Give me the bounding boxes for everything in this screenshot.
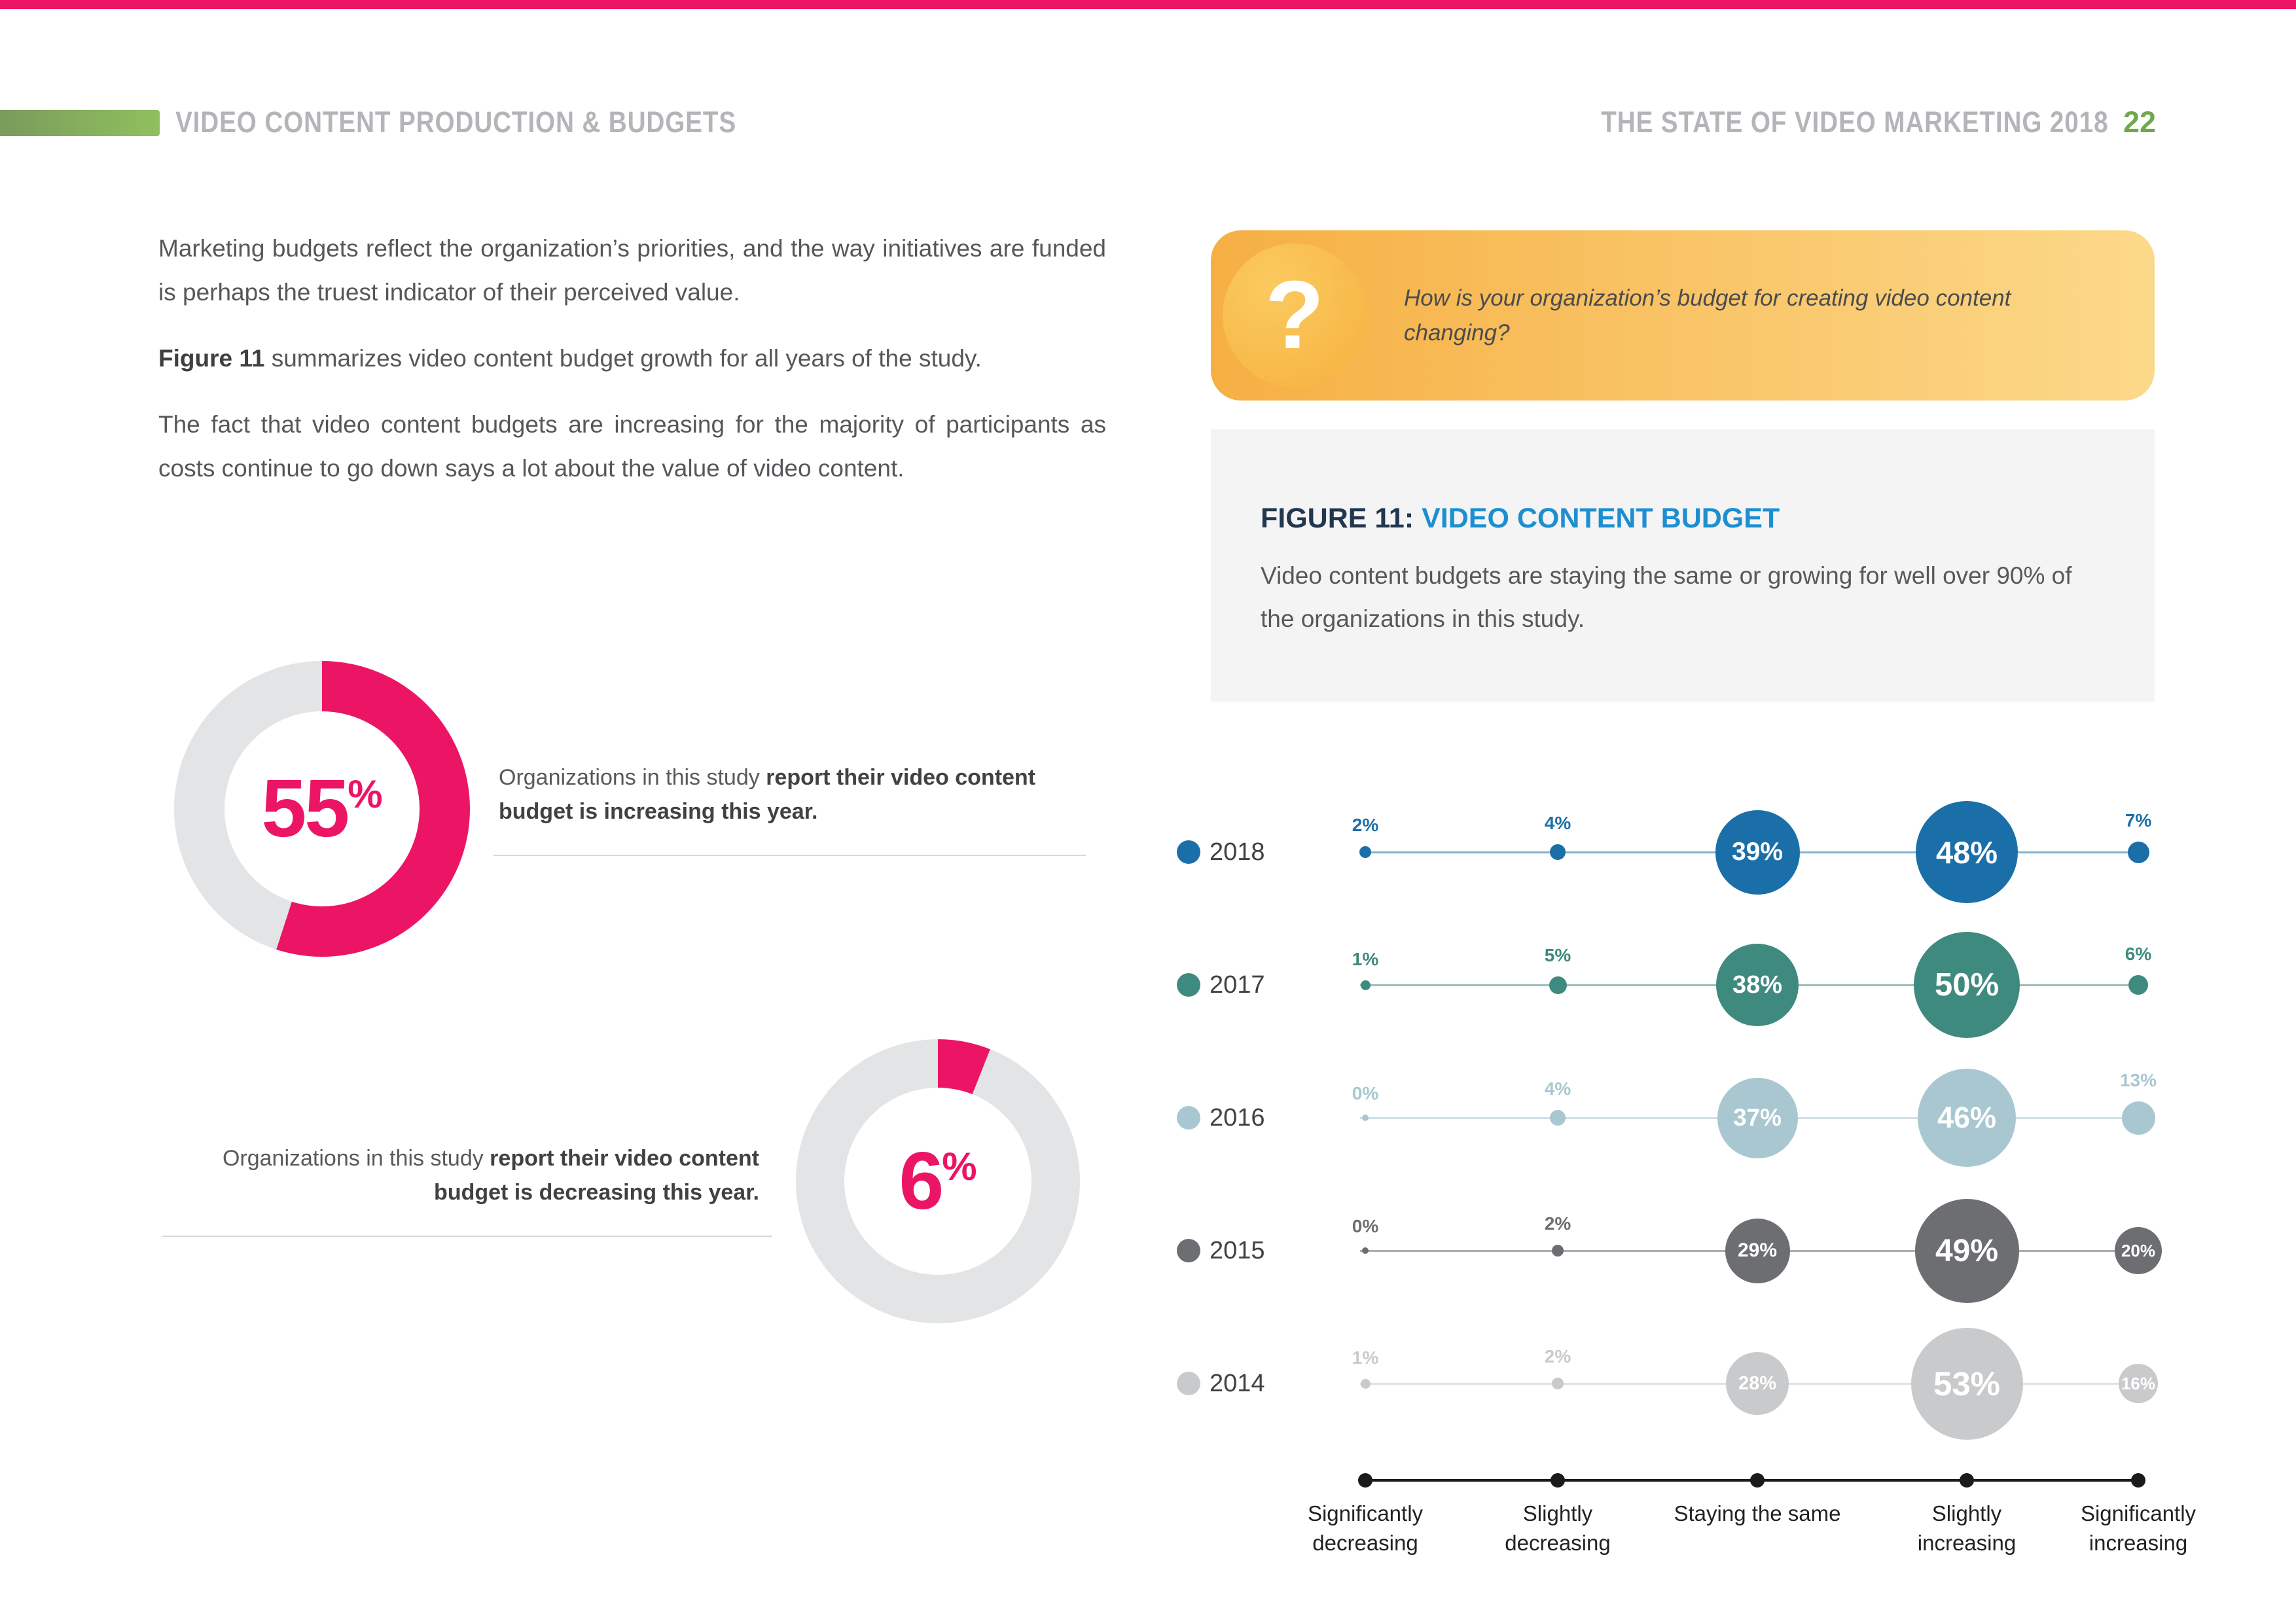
chart-legend-dot — [1177, 1106, 1200, 1130]
chart-bubble — [1362, 1247, 1369, 1254]
chart-bubble — [2121, 1101, 2155, 1135]
donut-chart-decreasing: 6 % — [796, 1039, 1080, 1323]
chart-bubble: 37% — [1717, 1077, 1798, 1158]
donut-increasing-number: 55 — [261, 764, 350, 854]
donut-hole: 55 % — [224, 711, 420, 906]
chart-axis-label: Staying the same — [1674, 1501, 1841, 1525]
donut-decreasing-number: 6 — [899, 1136, 944, 1226]
chart-bubble — [1552, 1245, 1564, 1257]
intro-paragraph-3: The fact that video content budgets are … — [158, 411, 1106, 482]
chart-axis-dot — [1358, 1473, 1372, 1488]
chart-bubble-value: 2% — [1544, 1213, 1571, 1234]
chart-year-label: 2014 — [1210, 1370, 1265, 1397]
chart-year-label: 2015 — [1210, 1237, 1265, 1264]
chart-bubble-value: 6% — [2125, 944, 2152, 964]
chart-bubble: 39% — [1715, 810, 1800, 895]
figure-label: FIGURE 11: — [1261, 503, 1414, 534]
chart-bubble: 28% — [1726, 1352, 1789, 1415]
chart-bubble — [1549, 976, 1567, 994]
chart-bubble — [2128, 975, 2148, 995]
chart-year-label: 2017 — [1210, 971, 1265, 999]
figure-box: FIGURE 11: VIDEO CONTENT BUDGET Video co… — [1211, 429, 2155, 702]
chart-bubble-value: 0% — [1352, 1083, 1379, 1103]
chart-bubble-value: 4% — [1544, 813, 1571, 833]
caption-decreasing-lead: Organizations in this study — [222, 1146, 490, 1171]
chart-axis-dot — [1551, 1473, 1565, 1488]
percent-sign: % — [942, 1145, 977, 1188]
top-accent-bar — [0, 0, 2296, 9]
chart-legend-dot — [1177, 840, 1200, 864]
chart-bubble — [1362, 1115, 1369, 1121]
chart-bubble: 38% — [1716, 944, 1799, 1026]
figure-reference: Figure 11 — [158, 345, 265, 372]
question-mark-icon: ? — [1223, 243, 1367, 387]
intro-paragraph-2-text: summarizes video content budget growth f… — [264, 345, 982, 372]
caption-increasing-bold: report their video content budget is inc… — [499, 765, 1036, 824]
question-text: How is your organization’s budget for cr… — [1404, 285, 2011, 346]
chart-bubble: 48% — [1916, 801, 2018, 903]
chart-axis-dot — [1750, 1473, 1765, 1488]
caption-increasing-lead: Organizations in this study — [499, 765, 766, 790]
intro-text: Marketing budgets reflect the organizati… — [158, 226, 1106, 512]
chart-legend-dot — [1177, 973, 1200, 997]
question-callout: ? How is your organization’s budget for … — [1211, 230, 2155, 401]
figure-title: VIDEO CONTENT BUDGET — [1422, 503, 1780, 534]
chart-bubble-value: 1% — [1352, 1347, 1379, 1368]
chart-bubble-value: 0% — [1352, 1216, 1379, 1236]
percent-sign: % — [348, 772, 383, 816]
chart-bubble: 16% — [2119, 1364, 2158, 1403]
chart-bubble: 50% — [1914, 932, 2020, 1038]
chart-bubble: 29% — [1725, 1218, 1790, 1283]
intro-paragraph-2: Figure 11 summarizes video content budge… — [158, 336, 1106, 380]
chart-bubble: 20% — [2115, 1227, 2162, 1274]
chart-axis-label: Slightly increasing — [1917, 1501, 2017, 1555]
header-right: THE STATE OF VIDEO MARKETING 2018 22 — [1518, 102, 2156, 143]
caption-increasing-rule — [493, 855, 1086, 856]
chart-bubble-value: 1% — [1352, 948, 1379, 969]
chart-bubble — [1550, 1110, 1566, 1126]
figure-heading: FIGURE 11: VIDEO CONTENT BUDGET — [1261, 503, 2109, 535]
chart-bubble — [1360, 1378, 1371, 1389]
question-mark-glyph: ? — [1265, 261, 1325, 369]
chart-legend-dot — [1177, 1239, 1200, 1262]
section-title: VIDEO CONTENT PRODUCTION & BUDGETS — [175, 105, 737, 139]
bubble-chart: 2018 2% 4% 39% 48% 7% 2017 1% 5% 38% 50% 6% 2016 0% 4%… — [1160, 753, 2200, 1610]
chart-bubble-value: 2% — [1352, 815, 1379, 835]
chart-legend-dot — [1177, 1372, 1200, 1395]
chart-axis-label: Significantly decreasing — [1307, 1501, 1424, 1555]
chart-year-label: 2018 — [1210, 838, 1265, 866]
chart-bubble — [1552, 1378, 1564, 1389]
chart-bubble: 46% — [1918, 1069, 2016, 1167]
chart-bubble-value: 7% — [2125, 810, 2152, 830]
caption-increasing: Organizations in this study report their… — [499, 760, 1091, 829]
chart-bubble: 49% — [1914, 1198, 2019, 1303]
donut-hole: 6 % — [844, 1088, 1031, 1275]
chart-bubble — [1550, 844, 1566, 860]
chart-bubble-value: 5% — [1544, 944, 1571, 965]
chart-bubble — [1359, 846, 1371, 858]
caption-decreasing-bold: report their video content budget is dec… — [434, 1146, 759, 1205]
chart-bubble: 53% — [1910, 1327, 2023, 1440]
caption-decreasing-rule — [162, 1236, 772, 1237]
report-title: THE STATE OF VIDEO MARKETING 2018 — [1601, 105, 2109, 139]
intro-paragraph-1: Marketing budgets reflect the organizati… — [158, 235, 1106, 306]
chart-year-label: 2016 — [1210, 1104, 1265, 1132]
chart-bubble — [1360, 980, 1371, 990]
chart-axis-dot — [1960, 1473, 1974, 1488]
chart-axis-label: Significantly increasing — [2080, 1501, 2197, 1555]
caption-decreasing: Organizations in this study report their… — [167, 1141, 759, 1209]
page-number: 22 — [2123, 105, 2156, 139]
chart-bubble-value: 2% — [1544, 1346, 1571, 1366]
chart-bubble-value: 13% — [2119, 1069, 2157, 1090]
green-accent-bar — [0, 110, 160, 136]
donut-chart-increasing: 55 % — [174, 661, 470, 957]
chart-axis-dot — [2131, 1473, 2145, 1488]
figure-subtitle: Video content budgets are staying the sa… — [1261, 562, 2072, 632]
chart-bubble-value: 4% — [1544, 1079, 1571, 1099]
donut-increasing-value: 55 % — [261, 768, 382, 849]
donut-decreasing-value: 6 % — [899, 1141, 977, 1222]
chart-axis-label: Slightly decreasing — [1505, 1501, 1611, 1555]
chart-bubble — [2127, 841, 2149, 863]
